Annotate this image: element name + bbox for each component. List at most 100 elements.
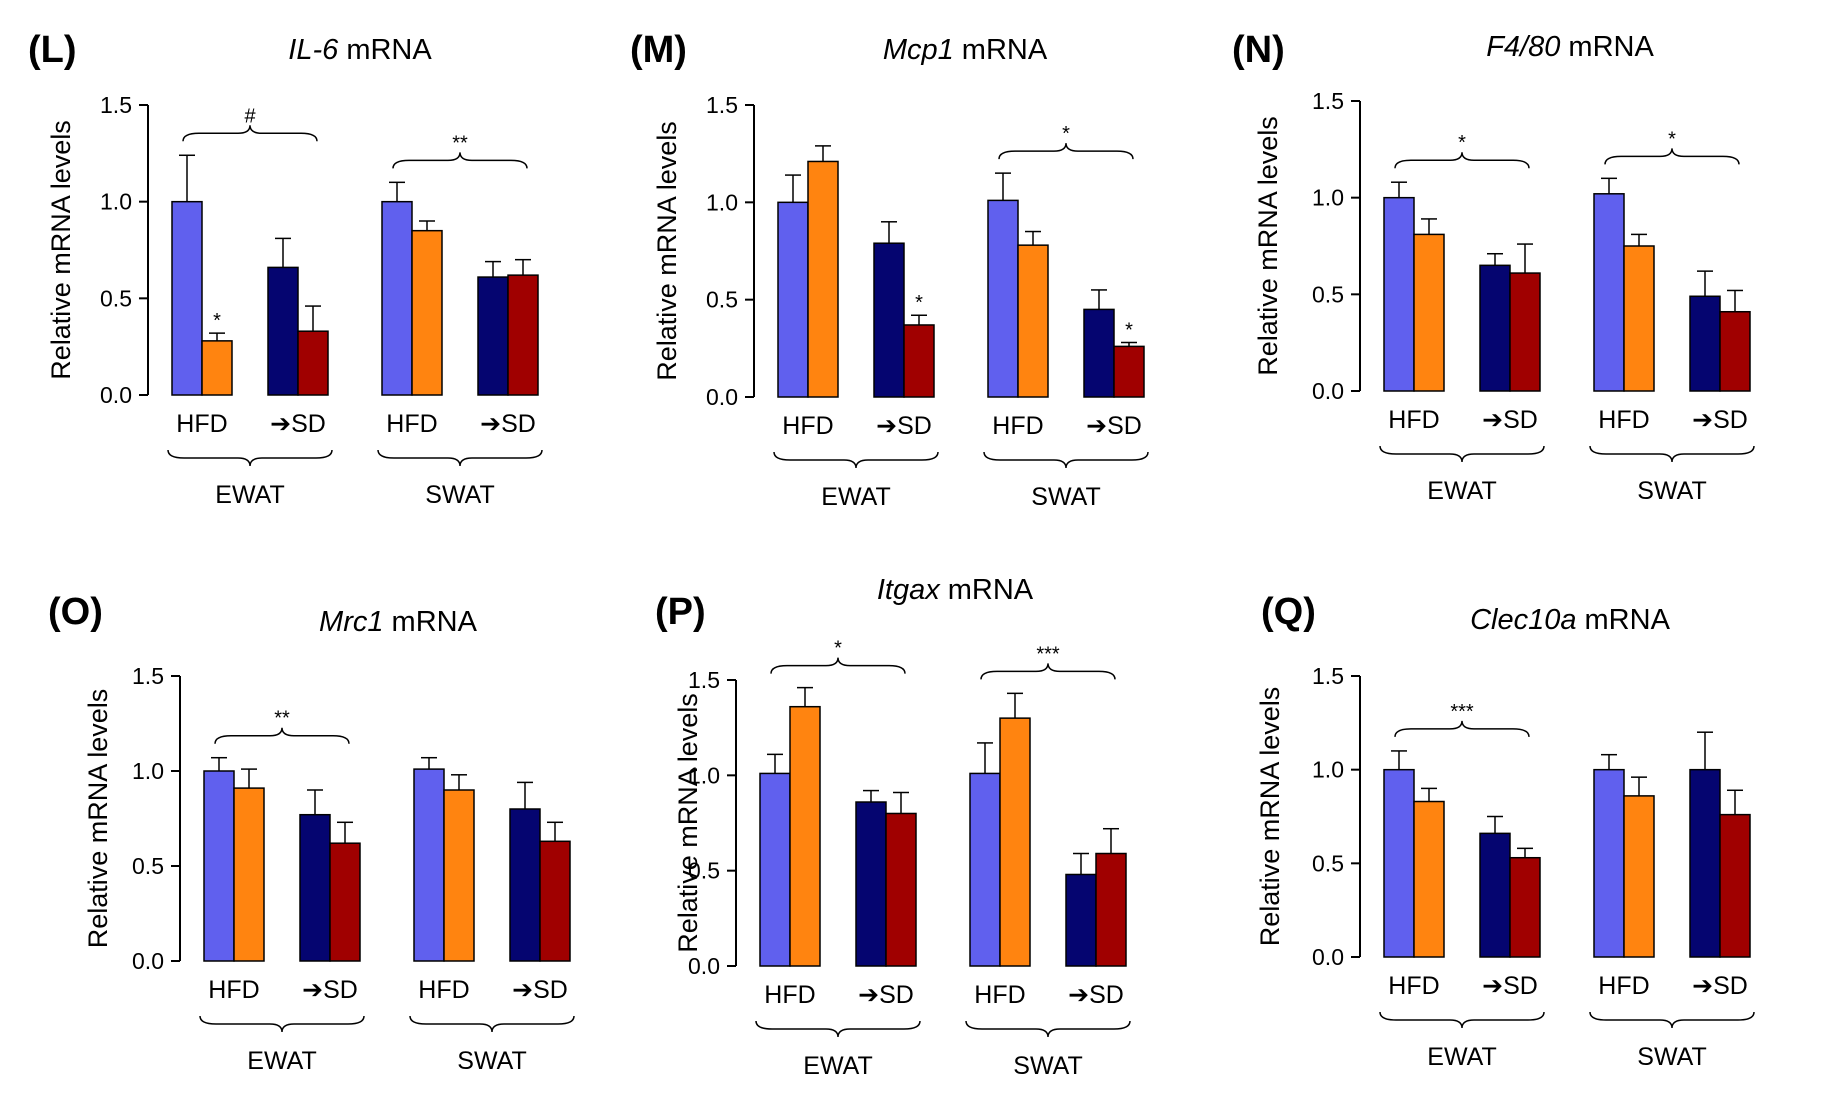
hfd-label: HFD bbox=[992, 412, 1043, 440]
sd-navy-bar bbox=[1479, 832, 1511, 958]
panel-letter: (M) bbox=[630, 29, 687, 71]
y-tick-label: 1.0 bbox=[706, 189, 738, 215]
significance-bracket bbox=[1604, 148, 1740, 165]
sd-navy-bar bbox=[1689, 295, 1721, 392]
bracket-significance-mark: * bbox=[1458, 132, 1466, 154]
hfd-label: HFD bbox=[764, 981, 815, 1009]
tissue-label: EWAT bbox=[247, 1047, 316, 1075]
sd-label: ➔SD bbox=[1086, 412, 1142, 440]
hfd-light-bar bbox=[171, 200, 203, 396]
group-brace bbox=[1589, 445, 1755, 463]
tissue-label: SWAT bbox=[1013, 1052, 1082, 1080]
hfd-light-bar bbox=[987, 199, 1019, 398]
y-axis-label: Relative mRNA levels bbox=[46, 120, 76, 380]
hfd-label: HFD bbox=[1598, 406, 1649, 434]
significance-mark: * bbox=[213, 310, 221, 332]
hfd-orange-bar bbox=[1017, 244, 1049, 398]
hfd-label: HFD bbox=[974, 981, 1025, 1009]
tissue-label: SWAT bbox=[1031, 483, 1100, 511]
y-tick-label: 1.5 bbox=[706, 92, 738, 118]
hfd-orange-bar bbox=[411, 229, 443, 396]
sd-label: ➔SD bbox=[1692, 972, 1748, 1000]
y-axis-label: Relative mRNA levels bbox=[1253, 116, 1283, 376]
y-tick-label: 1.0 bbox=[132, 758, 164, 784]
sd-navy-bar bbox=[509, 808, 541, 962]
sd-label: ➔SD bbox=[858, 981, 914, 1009]
group-brace bbox=[1379, 445, 1545, 463]
panel-letter: (N) bbox=[1232, 29, 1285, 71]
y-axis-label: Relative mRNA levels bbox=[652, 121, 682, 381]
bracket-significance-mark: * bbox=[834, 638, 842, 660]
chart-title: F4/80 mRNA bbox=[1486, 31, 1654, 63]
y-axis-label: Relative mRNA levels bbox=[83, 689, 113, 949]
y-tick-label: 0.5 bbox=[1312, 850, 1344, 876]
sd-red-bar bbox=[1113, 345, 1145, 398]
group-brace bbox=[773, 451, 939, 469]
chart-title: IL-6 mRNA bbox=[288, 34, 432, 66]
y-tick-label: 0.0 bbox=[1312, 378, 1344, 404]
panel-m: (M) Mcp1 mRNA 0.0 0.5 1.0 1.5 Relative mRNA le… bbox=[630, 29, 1149, 511]
sd-navy-bar bbox=[267, 266, 299, 396]
sd-label: ➔SD bbox=[512, 976, 568, 1004]
hfd-orange-bar bbox=[807, 160, 839, 398]
y-tick-label: 0.5 bbox=[688, 858, 720, 884]
hfd-light-bar bbox=[777, 201, 809, 398]
bracket-significance-mark: * bbox=[1668, 128, 1676, 150]
sd-red-bar bbox=[1719, 310, 1751, 392]
y-tick-label: 0.5 bbox=[1312, 281, 1344, 307]
group-brace bbox=[965, 1020, 1131, 1038]
y-tick-label: 1.0 bbox=[1312, 185, 1344, 211]
significance-mark: * bbox=[1125, 319, 1133, 341]
y-tick-label: 0.5 bbox=[132, 853, 164, 879]
bracket-significance-mark: *** bbox=[1036, 643, 1060, 665]
hfd-orange-bar bbox=[201, 340, 233, 396]
y-tick-label: 1.0 bbox=[100, 189, 132, 215]
hfd-light-bar bbox=[1593, 193, 1625, 392]
sd-navy-bar bbox=[299, 813, 331, 962]
group-brace bbox=[983, 451, 1149, 469]
sd-red-bar bbox=[1095, 852, 1127, 967]
y-tick-label: 1.5 bbox=[688, 667, 720, 693]
significance-bracket bbox=[182, 125, 318, 142]
y-tick-label: 1.0 bbox=[1312, 757, 1344, 783]
panel-letter: (O) bbox=[48, 591, 103, 633]
panel-q: (Q) Clec10a mRNA 0.0 0.5 1.0 1.5 Relative mRNA… bbox=[1255, 591, 1755, 1071]
sd-red-bar bbox=[539, 840, 571, 962]
bracket-significance-mark: * bbox=[1062, 123, 1070, 145]
y-tick-label: 0.0 bbox=[1312, 944, 1344, 970]
sd-label: ➔SD bbox=[1482, 972, 1538, 1000]
hfd-orange-bar bbox=[1623, 795, 1655, 958]
bracket-significance-mark: # bbox=[244, 105, 256, 127]
sd-red-bar bbox=[1719, 813, 1751, 958]
panel-letter: (Q) bbox=[1261, 591, 1316, 633]
group-brace bbox=[199, 1015, 365, 1033]
hfd-orange-bar bbox=[1413, 800, 1445, 958]
sd-red-bar bbox=[1509, 856, 1541, 958]
sd-navy-bar bbox=[1083, 308, 1115, 398]
y-tick-label: 1.0 bbox=[688, 762, 720, 788]
hfd-label: HFD bbox=[1388, 972, 1439, 1000]
chart-title: Mrc1 mRNA bbox=[319, 606, 478, 638]
tissue-label: EWAT bbox=[215, 481, 284, 509]
significance-mark: * bbox=[915, 292, 923, 314]
sd-red-bar bbox=[903, 324, 935, 398]
sd-red-bar bbox=[885, 812, 917, 967]
y-tick-label: 1.5 bbox=[1312, 663, 1344, 689]
hfd-label: HFD bbox=[1598, 972, 1649, 1000]
tissue-label: SWAT bbox=[1637, 1043, 1706, 1071]
chart-title: Itgax mRNA bbox=[877, 574, 1034, 606]
sd-label: ➔SD bbox=[270, 410, 326, 438]
sd-red-bar bbox=[1509, 272, 1541, 392]
hfd-light-bar bbox=[969, 772, 1001, 967]
panel-n: (N) F4/80 mRNA 0.0 0.5 1.0 1.5 Relative mRNA l… bbox=[1232, 29, 1755, 505]
sd-label: ➔SD bbox=[302, 976, 358, 1004]
y-tick-label: 0.0 bbox=[100, 382, 132, 408]
hfd-orange-bar bbox=[443, 789, 475, 962]
hfd-label: HFD bbox=[208, 976, 259, 1004]
tissue-label: EWAT bbox=[1427, 1043, 1496, 1071]
significance-bracket bbox=[980, 663, 1116, 680]
group-brace bbox=[1589, 1011, 1755, 1029]
panel-l: (L) IL-6 mRNA 0.0 0.5 1.0 1.5 Relative mRNA le… bbox=[28, 29, 543, 509]
group-brace bbox=[409, 1015, 575, 1033]
